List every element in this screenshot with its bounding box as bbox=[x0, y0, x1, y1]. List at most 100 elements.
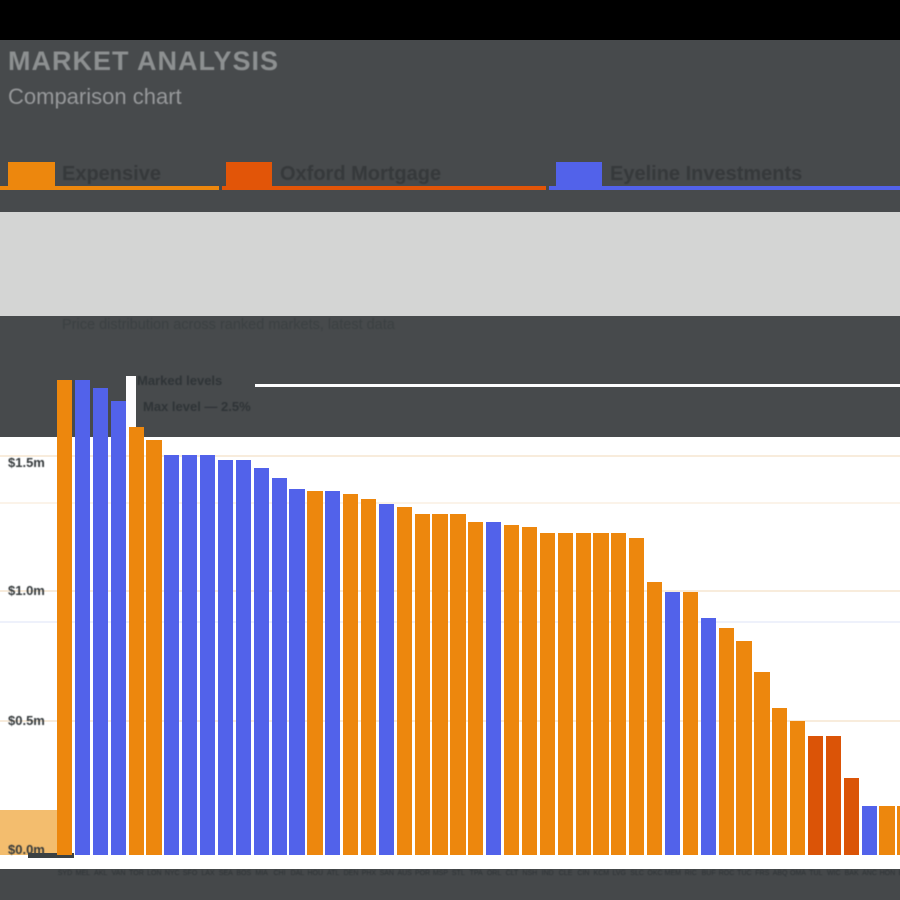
bar bbox=[110, 400, 126, 855]
x-axis-label: MEM bbox=[664, 870, 682, 877]
bar bbox=[325, 491, 341, 855]
bar bbox=[164, 455, 180, 855]
x-axis-label: CHI bbox=[273, 870, 286, 877]
bar bbox=[700, 617, 716, 855]
bar bbox=[736, 640, 752, 855]
legend-label-eyeline-investments[interactable]: Eyeline Investments bbox=[610, 163, 803, 185]
x-axis-label: HOU bbox=[307, 870, 324, 877]
legend-swatch-eyeline-investments bbox=[556, 162, 602, 189]
bar bbox=[360, 498, 377, 855]
x-axis-label: ANC bbox=[862, 870, 877, 877]
bar bbox=[539, 532, 555, 855]
bar bbox=[682, 591, 698, 855]
x-axis-label: BUF bbox=[701, 870, 716, 877]
x-axis-label: CLE bbox=[558, 870, 573, 877]
x-axis-label: SLC bbox=[630, 870, 644, 877]
x-axis-label: SAN bbox=[379, 870, 394, 877]
x-axis-label: IND bbox=[541, 870, 554, 877]
legend-underline-eyeline-investments bbox=[549, 186, 900, 190]
bar bbox=[504, 524, 520, 855]
bar bbox=[879, 805, 895, 855]
x-axis-band bbox=[0, 869, 900, 900]
bar bbox=[343, 493, 359, 855]
x-axis-label: HON bbox=[879, 870, 896, 877]
bar bbox=[235, 460, 251, 855]
bar bbox=[772, 707, 788, 855]
bar bbox=[146, 439, 162, 855]
annotation-notch bbox=[126, 376, 136, 437]
x-axis-label: LVG bbox=[612, 870, 626, 877]
x-axis-label: BOS bbox=[236, 870, 252, 877]
bar bbox=[217, 460, 234, 855]
x-axis-label: PHX bbox=[361, 870, 377, 877]
x-axis-label: BAK bbox=[844, 870, 859, 877]
legend-label-oxford-mortgage[interactable]: Oxford Mortgage bbox=[280, 163, 442, 185]
x-axis-label: ORL bbox=[486, 870, 502, 877]
bar bbox=[575, 532, 591, 855]
gridline bbox=[0, 720, 900, 722]
x-axis-label: CIN bbox=[577, 870, 590, 877]
bar bbox=[790, 720, 806, 855]
bar bbox=[843, 777, 859, 855]
x-axis-label: ELP bbox=[896, 870, 900, 877]
bar bbox=[521, 527, 538, 855]
x-axis-label: MEL bbox=[75, 870, 91, 877]
x-axis-label: CLT bbox=[505, 870, 519, 877]
gridline bbox=[0, 455, 900, 457]
bar bbox=[754, 671, 770, 855]
x-axis-label: SFO bbox=[182, 870, 198, 877]
x-axis-label: KCM bbox=[593, 870, 610, 877]
bar bbox=[593, 532, 609, 855]
bar bbox=[396, 506, 412, 855]
bar bbox=[92, 388, 108, 855]
bar bbox=[861, 805, 877, 855]
bar bbox=[57, 380, 73, 855]
bar bbox=[182, 455, 198, 855]
x-axis-label: POR bbox=[414, 870, 431, 877]
x-axis-label: TUC bbox=[737, 870, 752, 877]
top-letterbox-strip bbox=[0, 0, 900, 40]
y-axis-label-2: $1.0m bbox=[8, 583, 45, 598]
legend-underline-expensive bbox=[0, 186, 219, 190]
y-axis-label-3: $0.5m bbox=[8, 713, 45, 728]
bar bbox=[271, 478, 287, 855]
bar bbox=[74, 380, 91, 855]
x-axis-label: MSP bbox=[432, 870, 448, 877]
x-axis-label: STL bbox=[451, 870, 465, 877]
x-axis-label: SYD bbox=[57, 870, 73, 877]
bar bbox=[611, 532, 627, 855]
x-axis-label: ATL bbox=[326, 870, 340, 877]
annotation-line-1: Marked levels bbox=[137, 373, 223, 388]
page-subtitle: Comparison chart bbox=[8, 84, 182, 109]
x-axis-label: ABQ bbox=[772, 870, 788, 877]
legend-label-expensive[interactable]: Expensive bbox=[62, 163, 161, 185]
bar bbox=[450, 514, 466, 855]
x-axis-label: RIC bbox=[684, 870, 697, 877]
x-axis-label: NYC bbox=[164, 870, 180, 877]
bar bbox=[200, 455, 216, 855]
bar bbox=[718, 627, 734, 855]
x-axis-label: AKL bbox=[94, 870, 108, 877]
x-axis-label: TPA bbox=[469, 870, 483, 877]
x-axis-label: TOR bbox=[129, 870, 144, 877]
x-axis-label: SEA bbox=[218, 870, 233, 877]
y-axis-label-1: $1.5m bbox=[8, 455, 45, 470]
bar bbox=[432, 514, 448, 855]
annotation-line-2: Max level — 2.5% bbox=[143, 399, 251, 414]
x-axis-label: AUS bbox=[397, 870, 412, 877]
x-axis-label: OMA bbox=[790, 870, 806, 877]
y-axis-highlight bbox=[0, 810, 57, 855]
x-axis-label: VAN bbox=[111, 870, 126, 877]
x-axis-label: LON bbox=[147, 870, 162, 877]
x-axis-label: DEN bbox=[343, 870, 359, 877]
bar bbox=[664, 591, 681, 855]
hero-band bbox=[0, 212, 900, 316]
x-axis-label: WIC bbox=[826, 870, 841, 877]
legend-underline-oxford-mortgage bbox=[222, 186, 546, 190]
x-axis-label: MIA bbox=[255, 870, 268, 877]
bar bbox=[307, 491, 323, 855]
x-axis-label: ROC bbox=[718, 870, 735, 877]
